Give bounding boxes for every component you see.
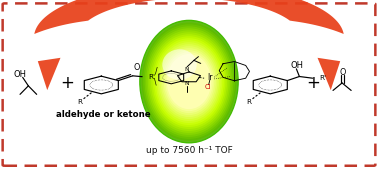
Text: N: N (185, 81, 189, 86)
Ellipse shape (146, 28, 232, 135)
Ellipse shape (148, 30, 230, 133)
Ellipse shape (156, 40, 222, 123)
Ellipse shape (157, 42, 221, 121)
FancyBboxPatch shape (3, 3, 375, 166)
Ellipse shape (162, 48, 216, 115)
Text: /: / (155, 67, 158, 76)
Text: \: \ (154, 77, 156, 86)
Text: O: O (133, 63, 139, 72)
Text: +: + (306, 74, 320, 92)
Text: R': R' (319, 75, 326, 81)
Text: O: O (339, 68, 345, 77)
Text: R': R' (149, 74, 156, 80)
Text: N: N (185, 67, 189, 72)
Text: OH: OH (291, 61, 304, 70)
Text: up to 7560 h⁻¹ TOF: up to 7560 h⁻¹ TOF (146, 146, 232, 155)
Text: aldehyde or ketone: aldehyde or ketone (56, 110, 150, 119)
Ellipse shape (153, 36, 225, 127)
Text: R: R (246, 99, 251, 105)
Text: Cl: Cl (204, 84, 211, 90)
Polygon shape (38, 58, 60, 90)
Polygon shape (318, 58, 340, 90)
Ellipse shape (161, 46, 217, 117)
Ellipse shape (165, 52, 213, 111)
Ellipse shape (159, 44, 219, 119)
Ellipse shape (143, 24, 235, 139)
Ellipse shape (140, 20, 238, 143)
Polygon shape (34, 0, 344, 34)
Text: R: R (77, 99, 82, 105)
Ellipse shape (167, 54, 211, 109)
Text: OH: OH (14, 70, 26, 79)
Ellipse shape (141, 22, 237, 141)
Text: +: + (60, 74, 74, 92)
Ellipse shape (163, 49, 197, 80)
Text: Ir: Ir (207, 73, 212, 82)
Ellipse shape (145, 26, 233, 137)
Ellipse shape (149, 32, 229, 131)
Ellipse shape (164, 50, 214, 113)
Ellipse shape (154, 38, 224, 125)
Ellipse shape (151, 34, 227, 129)
